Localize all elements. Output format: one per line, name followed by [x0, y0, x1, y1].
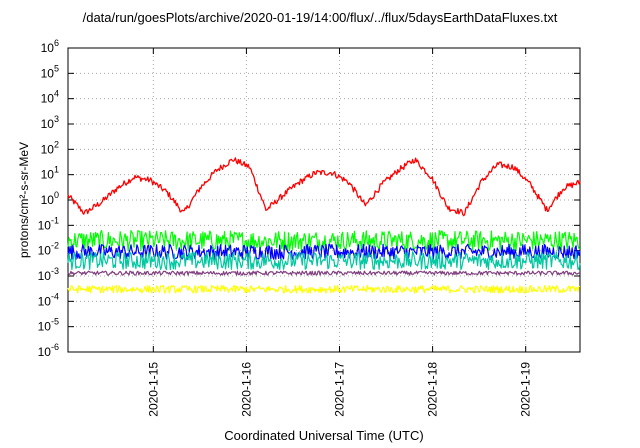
y-tick-label: 101 [41, 165, 59, 182]
x-tick-label: 2020-1-17 [333, 362, 347, 417]
y-tick-label: 105 [41, 63, 59, 80]
y-tick-label: 10-4 [38, 291, 59, 308]
y-tick-label: 10-6 [38, 342, 59, 359]
series-line-3 [67, 243, 581, 260]
series-line-1 [67, 157, 581, 217]
y-tick-label: 104 [41, 89, 59, 106]
y-tick-label: 103 [41, 114, 59, 131]
series-line-2 [67, 229, 581, 252]
grid-lines [68, 48, 580, 352]
series-line-5 [67, 270, 581, 276]
y-tick-label: 10-2 [38, 241, 59, 258]
y-tick-label: 100 [41, 190, 59, 207]
y-tick-label: 10-1 [38, 215, 59, 232]
x-tick-label: 2020-1-16 [239, 362, 253, 417]
axis-ticks: 10-6 10-5 10-4 10-3 10-2 10-1 100 101 102 103 104 1… [38, 38, 580, 417]
y-tick-label: 10-5 [38, 317, 59, 334]
x-tick-label: 2020-1-19 [519, 362, 533, 417]
data-series [67, 157, 581, 294]
y-tick-label: 106 [41, 38, 59, 55]
y-tick-label: 102 [41, 139, 59, 156]
chart-title: /data/run/goesPlots/archive/2020-01-19/1… [82, 10, 558, 25]
y-axis-label: protons/cm²-s-sr-MeV [17, 141, 31, 259]
x-tick-label: 2020-1-15 [146, 362, 160, 417]
x-axis-label: Coordinated Universal Time (UTC) [224, 428, 424, 443]
x-tick-label: 2020-1-18 [426, 362, 440, 417]
series-line-6 [67, 284, 581, 294]
series-line-4 [67, 251, 581, 271]
y-tick-label: 10-3 [38, 266, 59, 283]
